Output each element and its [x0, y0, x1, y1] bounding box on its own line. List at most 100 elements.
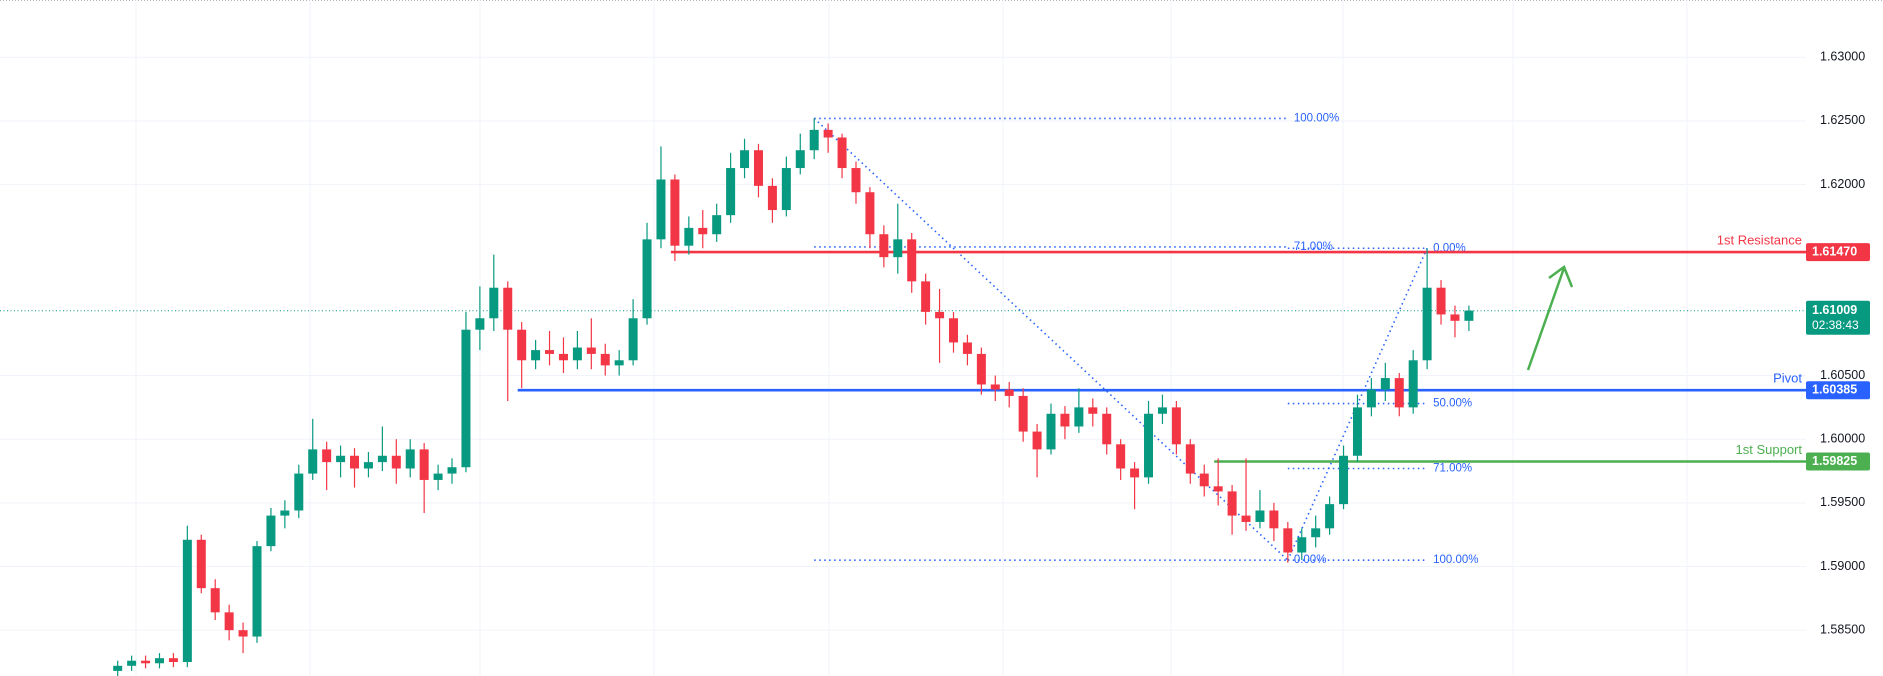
candle-body	[447, 467, 457, 474]
candle-body	[1074, 407, 1084, 427]
candle-body	[558, 353, 568, 361]
candle-body	[433, 473, 443, 480]
candle-body	[280, 510, 290, 516]
candle-body	[600, 353, 610, 366]
candle-body	[921, 281, 931, 312]
level-price-box	[1806, 452, 1870, 471]
candle-body	[837, 137, 847, 169]
candle-body	[1366, 389, 1376, 408]
candle-body	[1394, 378, 1404, 408]
candle-body	[572, 347, 582, 361]
candle-body	[698, 227, 708, 235]
level-price-box	[1806, 381, 1870, 400]
candle-body	[154, 658, 164, 664]
candle-body	[1227, 491, 1237, 516]
candle-body	[879, 234, 889, 258]
candle-body	[1088, 407, 1098, 414]
candle-body	[851, 168, 861, 193]
candle-body	[1060, 413, 1070, 427]
arrow-head	[1548, 265, 1574, 288]
candle-body	[210, 588, 220, 613]
candle-body	[182, 539, 192, 662]
candle-body	[308, 449, 318, 474]
level-price-label: 1.59825	[1812, 454, 1857, 468]
fib-level-label: 100.00%	[1433, 554, 1478, 566]
candle-body	[1422, 287, 1432, 361]
candle-body	[1408, 360, 1418, 408]
fib-layer: 100.00%71.00%0.00%0.00%50.00%71.00%100.0…	[813, 112, 1479, 566]
candle-body	[1464, 310, 1474, 321]
candle-body	[531, 350, 541, 361]
y-tick-label: 1.63000	[1820, 50, 1865, 64]
y-tick-label: 1.62500	[1820, 113, 1865, 127]
candle-body	[990, 384, 1000, 390]
y-tick-label: 1.60000	[1820, 432, 1865, 446]
candle-body	[141, 660, 151, 664]
candle-body	[1130, 468, 1140, 478]
y-tick-label: 1.62000	[1820, 177, 1865, 191]
candle-body	[1450, 314, 1460, 321]
candle-body	[461, 329, 471, 468]
candle-body	[350, 455, 360, 469]
arrow-shaft	[1526, 267, 1566, 371]
candle-body	[962, 342, 972, 354]
up-arrow	[1526, 265, 1574, 371]
candle-body	[1255, 510, 1265, 522]
candle-body	[642, 239, 652, 319]
level-price-label: 1.61470	[1812, 244, 1857, 258]
candle-body	[1436, 287, 1446, 315]
fib-level-label: 71.00%	[1294, 241, 1333, 253]
countdown-label: 02:38:43	[1812, 318, 1859, 332]
candle-body	[614, 360, 624, 366]
candle-body	[475, 318, 485, 330]
level-name: 1st Resistance	[1717, 233, 1802, 248]
candle-body	[1046, 413, 1056, 450]
candle-body	[294, 473, 304, 511]
candle-body	[823, 129, 833, 138]
candle-body	[1102, 413, 1112, 445]
candle-body	[893, 239, 903, 258]
level-price-label: 1.60385	[1812, 382, 1857, 396]
candle-body	[322, 449, 332, 463]
candle-body	[1339, 455, 1349, 505]
candle-body	[391, 455, 401, 469]
candle-body	[196, 539, 206, 589]
candle-body	[1283, 528, 1293, 553]
candle-body	[1004, 389, 1014, 396]
last-price-label: 1.61009	[1812, 303, 1857, 317]
y-tick-label: 1.59000	[1820, 559, 1865, 573]
candle-body	[1199, 473, 1209, 487]
candle-body	[545, 350, 555, 354]
candle-body	[1032, 431, 1042, 450]
candle-body	[740, 150, 750, 169]
fib-level-label: 100.00%	[1294, 112, 1339, 124]
fib-level-label: 50.00%	[1433, 398, 1472, 410]
candle-body	[670, 179, 680, 246]
candle-body	[935, 311, 945, 319]
candle-body	[1311, 528, 1321, 538]
levels-layer: 1st Resistance Pivot 1st Support	[0, 233, 1806, 463]
candle-body	[168, 658, 178, 662]
candle-body	[586, 347, 596, 354]
axis-layer: 1.58500 1.59000 1.59500 1.60000 1.60500 1.620…	[1806, 50, 1870, 636]
candle-body	[1297, 537, 1307, 553]
candle-body	[266, 515, 276, 547]
last-price-box	[1806, 300, 1870, 335]
y-tick-label: 1.60500	[1820, 368, 1865, 382]
candle-body	[238, 630, 248, 637]
candle-body	[976, 353, 986, 385]
candle-body	[503, 287, 513, 330]
candle-body	[113, 665, 123, 671]
candle-body	[1325, 504, 1335, 529]
level-name: Pivot	[1773, 371, 1802, 386]
candle-body	[907, 239, 917, 282]
candle-body	[1213, 486, 1223, 492]
candle-body	[1241, 515, 1251, 522]
candle-body	[127, 660, 137, 666]
level-name: 1st Support	[1736, 442, 1803, 457]
candle-body	[489, 287, 499, 319]
level-price-box	[1806, 243, 1870, 262]
candle-body	[781, 168, 791, 211]
